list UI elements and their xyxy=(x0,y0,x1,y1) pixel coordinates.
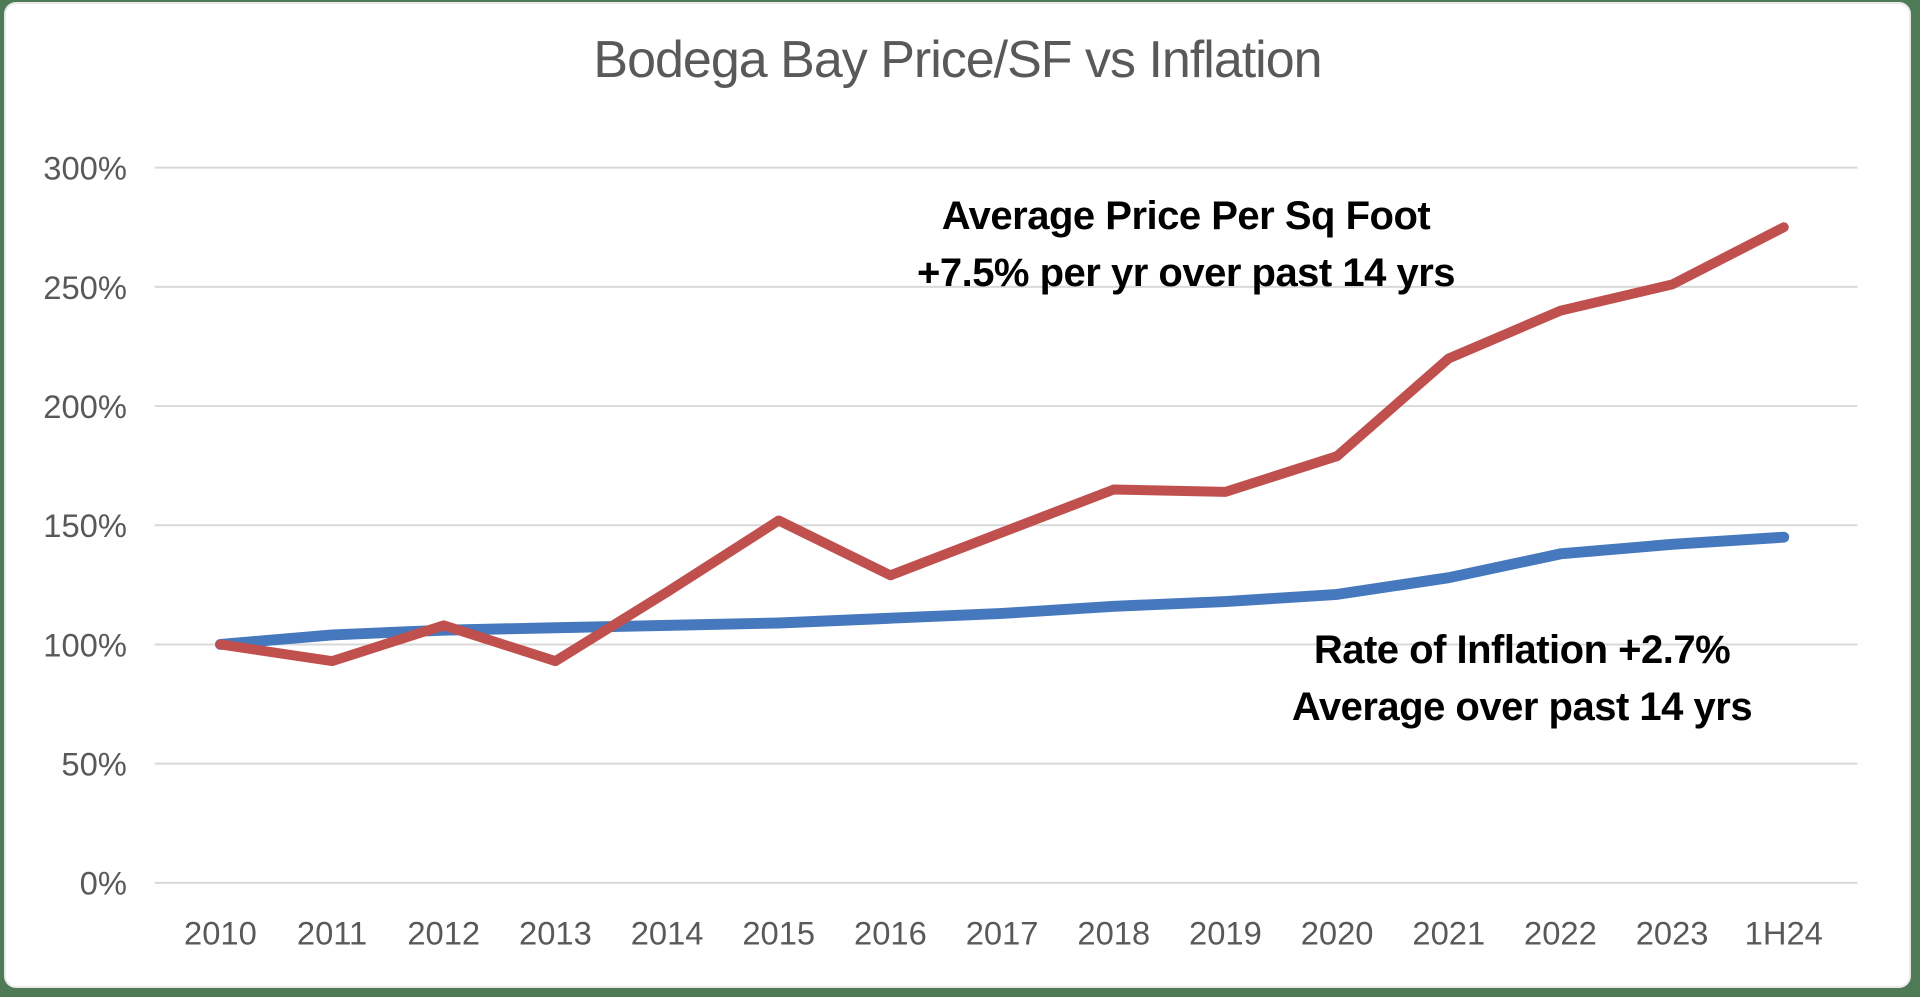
x-axis-tick-label: 2018 xyxy=(1077,914,1150,951)
chart-card: Bodega Bay Price/SF vs Inflation 0% 50% 10… xyxy=(4,2,1911,988)
chart-plot-area: 0% 50% 100% 150% 200% 250% 300% 2010 2011 2012 201… xyxy=(43,150,1858,951)
y-axis-tick-label: 250% xyxy=(43,269,127,306)
x-axis-tick-label: 1H24 xyxy=(1745,914,1823,951)
x-axis-tick-label: 2023 xyxy=(1636,914,1709,951)
x-axis-tick-label: 2014 xyxy=(631,914,704,951)
y-axis-tick-label: 50% xyxy=(61,746,126,783)
y-axis-tick-label: 300% xyxy=(43,150,127,187)
x-axis-tick-label: 2011 xyxy=(297,914,367,951)
y-axis-tick-label: 200% xyxy=(43,388,127,425)
inflation-annotation-line-2: Average over past 14 yrs xyxy=(1291,685,1753,729)
x-axis-tick-label: 2020 xyxy=(1301,914,1374,951)
price-series-annotation: Average Price Per Sq Foot +7.5% per yr o… xyxy=(916,188,1456,302)
inflation-annotation-line-1: Rate of Inflation +2.7% xyxy=(1313,628,1731,672)
x-axis-tick-label: 2010 xyxy=(184,914,257,951)
price-annotation-line-1: Average Price Per Sq Foot xyxy=(941,194,1431,238)
inflation-series-line xyxy=(214,531,1790,650)
y-axis-tick-label: 0% xyxy=(80,865,127,902)
x-axis-tick-label: 2021 xyxy=(1412,914,1485,951)
x-axis-tick-label: 2019 xyxy=(1189,914,1262,951)
x-axis-tick-label: 2017 xyxy=(966,914,1039,951)
x-axis-tick-label: 2022 xyxy=(1524,914,1597,951)
y-axis-tick-label: 100% xyxy=(43,626,127,663)
price-series-line xyxy=(215,222,1789,667)
x-axis-tick-label: 2016 xyxy=(854,914,927,951)
x-axis-tick-label: 2015 xyxy=(742,914,815,951)
x-axis-tick-label: 2013 xyxy=(519,914,592,951)
x-axis-tick-label: 2012 xyxy=(407,914,480,951)
inflation-series-annotation: Rate of Inflation +2.7% Average over pas… xyxy=(1291,622,1753,736)
chart-title: Bodega Bay Price/SF vs Inflation xyxy=(593,31,1322,89)
y-axis-tick-label: 150% xyxy=(43,507,127,544)
price-annotation-line-2: +7.5% per yr over past 14 yrs xyxy=(916,251,1456,295)
